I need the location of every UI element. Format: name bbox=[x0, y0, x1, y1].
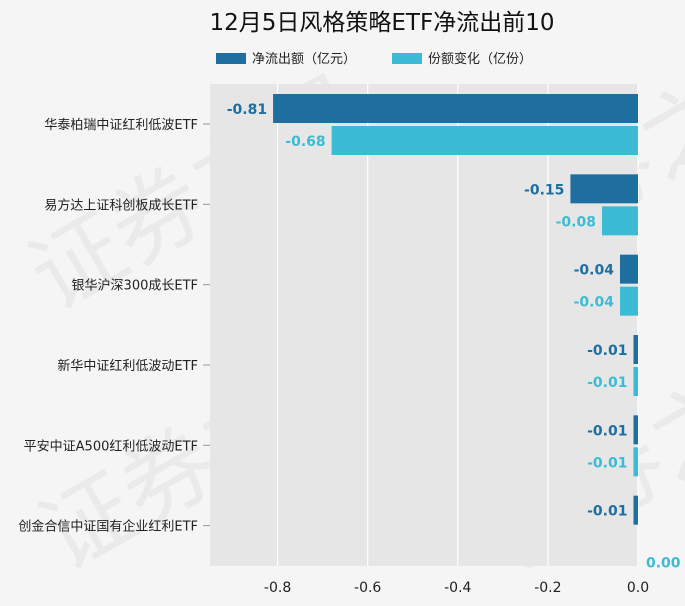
chart-title: 12月5日风格策略ETF净流出前10 bbox=[210, 10, 555, 36]
category-label-0: 华泰柏瑞中证红利低波ETF bbox=[44, 117, 198, 133]
data-label-0-3: -0.01 bbox=[587, 343, 627, 359]
bar-0-1 bbox=[570, 174, 638, 204]
data-label-1-5: 0.00 bbox=[646, 556, 681, 572]
category-label-3: 新华中证红利低波动ETF bbox=[57, 358, 198, 374]
x-tick-label-3: -0.2 bbox=[534, 580, 561, 596]
x-tick-label-4: 0.0 bbox=[627, 580, 649, 596]
category-label-4: 平安中证A500红利低波动ETF bbox=[24, 438, 198, 454]
category-label-1: 易方达上证科创板成长ETF bbox=[44, 197, 198, 213]
bar-0-2 bbox=[619, 254, 638, 284]
legend-swatch-1 bbox=[392, 53, 422, 64]
data-label-0-1: -0.15 bbox=[524, 182, 564, 198]
bar-1-4 bbox=[633, 447, 638, 477]
legend-label-1: 份额变化（亿份） bbox=[428, 51, 532, 67]
bar-1-1 bbox=[601, 206, 638, 236]
category-label-5: 创金合信中证国有企业红利ETF bbox=[18, 519, 198, 535]
bar-0-4 bbox=[633, 415, 638, 445]
legend-swatch-0 bbox=[216, 53, 246, 64]
x-tick-label-2: -0.4 bbox=[444, 580, 471, 596]
bar-0-3 bbox=[633, 335, 638, 364]
data-label-0-5: -0.01 bbox=[587, 504, 627, 520]
bar-0-5 bbox=[633, 495, 638, 525]
bar-1-3 bbox=[633, 367, 638, 396]
x-tick-label-0: -0.8 bbox=[264, 580, 291, 596]
bar-1-0 bbox=[331, 126, 638, 155]
data-label-1-4: -0.01 bbox=[587, 455, 627, 471]
data-label-1-3: -0.01 bbox=[587, 375, 627, 391]
x-tick-label-1: -0.6 bbox=[354, 580, 381, 596]
category-label-2: 银华沪深300成长ETF bbox=[72, 278, 198, 294]
data-label-0-2: -0.04 bbox=[574, 263, 615, 279]
bar-0-0 bbox=[273, 94, 638, 123]
plot-area bbox=[210, 84, 638, 566]
data-label-1-0: -0.68 bbox=[285, 134, 325, 150]
bar-1-2 bbox=[619, 286, 638, 316]
data-label-0-4: -0.01 bbox=[587, 423, 627, 439]
data-label-0-0: -0.81 bbox=[227, 102, 267, 118]
data-label-1-2: -0.04 bbox=[574, 295, 615, 311]
legend-label-0: 净流出额（亿元） bbox=[252, 52, 356, 67]
data-label-1-1: -0.08 bbox=[556, 214, 596, 230]
